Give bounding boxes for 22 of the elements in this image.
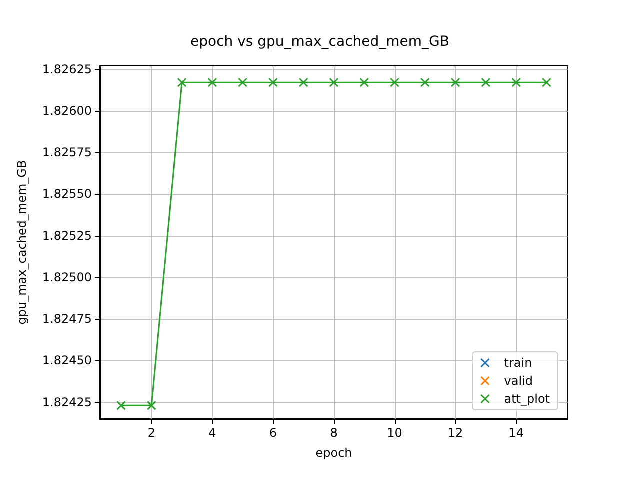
y-tick-label: 1.82600 (42, 104, 92, 118)
legend-label: train (504, 356, 532, 370)
x-tick-label: 10 (387, 426, 402, 440)
x-tick-label: 6 (269, 426, 278, 440)
y-tick-label: 1.82550 (42, 187, 92, 202)
legend-label: att_plot (504, 392, 550, 406)
y-tick-label: 1.82475 (42, 312, 92, 326)
x-axis-title: epoch (316, 446, 352, 460)
x-tick-label: 2 (148, 426, 156, 440)
x-tick-label: 14 (508, 426, 524, 440)
y-tick-label: 1.82500 (42, 270, 92, 284)
x-tick-label: 4 (208, 426, 216, 440)
y-axis-title: gpu_max_cached_mem_GB (15, 160, 29, 325)
y-tick-label: 1.82450 (42, 354, 92, 368)
legend-label: valid (504, 374, 533, 388)
y-tick-label: 1.82425 (42, 395, 92, 410)
y-tick-label: 1.82525 (42, 228, 92, 243)
y-tick-label: 1.82575 (42, 146, 92, 160)
x-tick-label: 8 (330, 426, 338, 440)
chart-title: epoch vs gpu_max_cached_mem_GB (190, 34, 450, 50)
x-tick-label: 12 (448, 426, 464, 440)
y-tick-label: 1.82625 (42, 62, 92, 76)
